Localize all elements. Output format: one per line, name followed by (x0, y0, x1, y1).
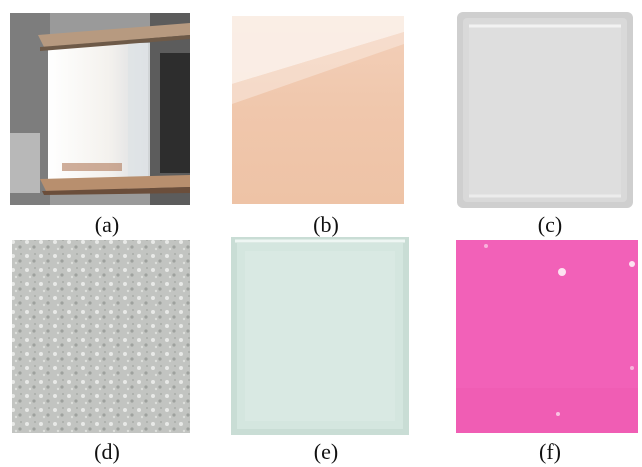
sample-c-image (455, 12, 635, 208)
sample-a-image (10, 13, 190, 205)
caption-f: (f) (539, 439, 561, 464)
caption-b: (b) (313, 212, 339, 237)
photo-panel-e (229, 237, 411, 435)
caption-d: (d) (94, 439, 120, 464)
photo-panel-c (455, 12, 635, 208)
caption-a: (a) (94, 212, 120, 237)
photo-panel-a (10, 13, 190, 205)
sample-e-image (229, 237, 411, 435)
photo-panel-d (10, 238, 192, 435)
sample-b-image (228, 14, 408, 206)
photo-panel-f (456, 238, 638, 435)
photo-panel-b (228, 14, 408, 206)
sample-f-image (456, 238, 638, 435)
caption-e: (e) (313, 439, 339, 464)
caption-c: (c) (537, 212, 563, 237)
sample-d-image (10, 238, 192, 435)
